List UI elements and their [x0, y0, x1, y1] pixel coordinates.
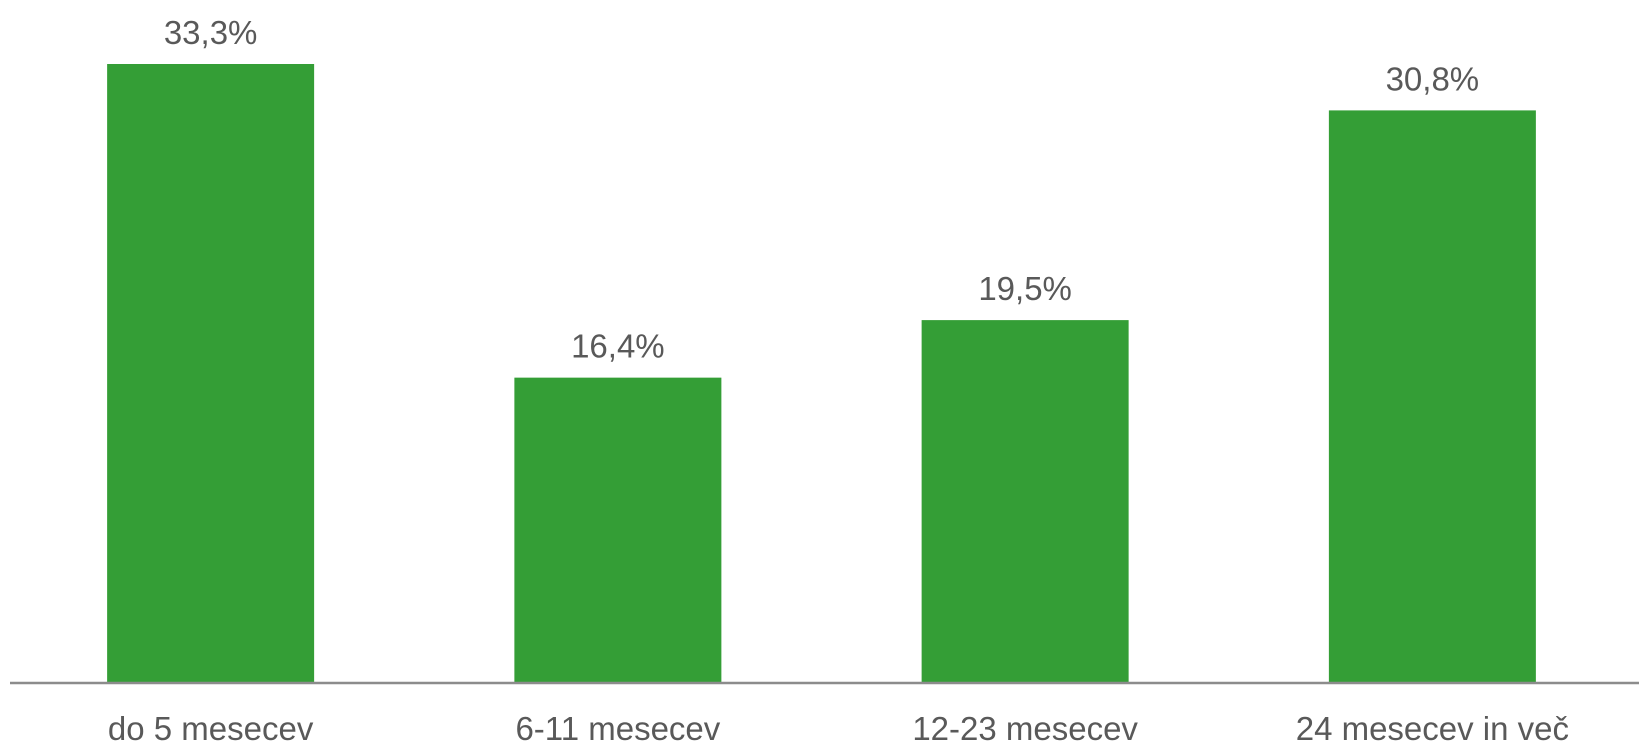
x-tick-label: 24 mesecev in več	[1296, 710, 1569, 745]
data-label: 30,8%	[1386, 60, 1480, 97]
data-label: 19,5%	[978, 270, 1072, 307]
bar	[921, 320, 1129, 682]
bar	[514, 377, 722, 682]
category-labels-group: do 5 mesecev 6-11 mesecev 12-23 mesecev 24 …	[108, 710, 1569, 745]
bar	[1328, 110, 1536, 683]
data-label: 33,3%	[164, 14, 258, 51]
x-tick-label: 6-11 mesecev	[515, 710, 720, 745]
value-labels-group: 33,3% 16,4% 19,5% 30,8%	[164, 14, 1479, 365]
x-tick-label: 12-23 mesecev	[912, 710, 1138, 745]
x-tick-label: do 5 mesecev	[108, 710, 314, 745]
bar	[107, 64, 315, 682]
bars-group	[107, 64, 1536, 683]
data-label: 16,4%	[571, 328, 665, 365]
